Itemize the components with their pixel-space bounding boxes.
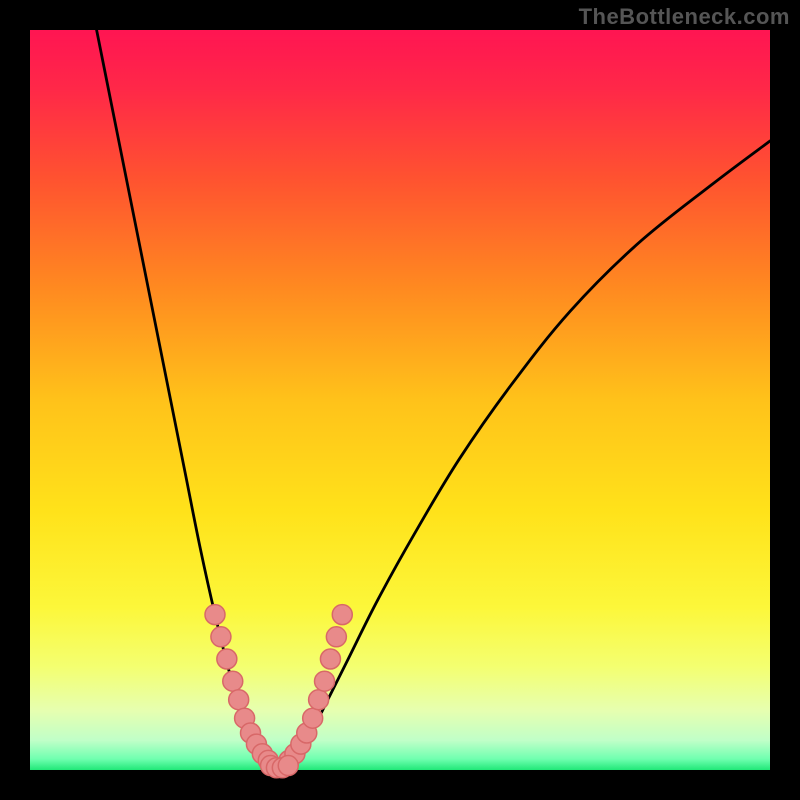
- watermark-text: TheBottleneck.com: [579, 4, 790, 30]
- chart-svg: [0, 0, 800, 800]
- chart-container: TheBottleneck.com: [0, 0, 800, 800]
